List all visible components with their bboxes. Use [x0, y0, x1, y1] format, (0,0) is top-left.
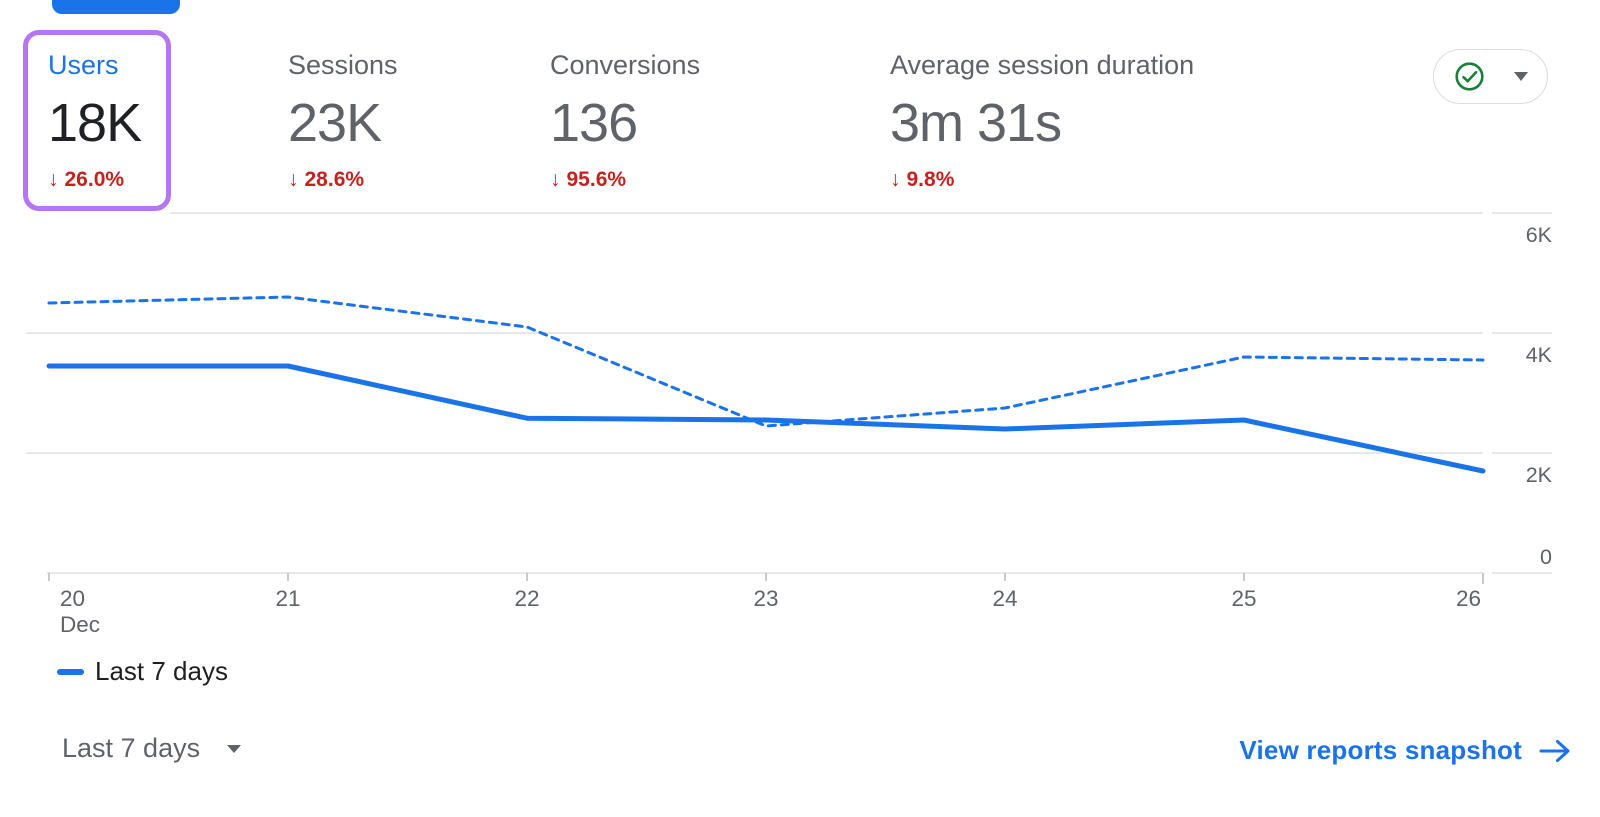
users-metric-highlight-annotation — [23, 30, 171, 211]
metric-label: Sessions — [288, 50, 398, 80]
svg-text:22: 22 — [514, 586, 539, 611]
chart-legend: Last 7 days — [57, 656, 228, 687]
svg-text:21: 21 — [275, 586, 300, 611]
arrow-right-icon — [1539, 739, 1570, 762]
svg-text:4K: 4K — [1526, 343, 1553, 367]
svg-text:Dec: Dec — [60, 612, 100, 637]
svg-text:25: 25 — [1231, 586, 1256, 611]
view-reports-snapshot-link[interactable]: View reports snapshot — [1239, 735, 1572, 766]
check-circle-icon — [1455, 62, 1484, 91]
svg-text:26: 26 — [1456, 586, 1481, 611]
caret-down-icon — [227, 744, 242, 753]
metric-delta: ↓ 95.6% — [550, 168, 626, 192]
down-arrow-icon: ↓ — [288, 168, 299, 191]
metric-delta: ↓ 9.8% — [890, 168, 954, 192]
date-range-selector[interactable]: Last 7 days — [62, 733, 242, 764]
down-arrow-icon: ↓ — [48, 168, 59, 191]
metric-delta-value: 9.8% — [906, 168, 955, 191]
svg-text:6K: 6K — [1526, 223, 1553, 247]
metric-delta-value: 95.6% — [566, 168, 627, 191]
legend-item-label: Last 7 days — [95, 656, 228, 686]
svg-text:23: 23 — [753, 586, 778, 611]
metric-value: 3m 31s — [890, 93, 1062, 153]
caret-down-icon — [1514, 72, 1528, 81]
metric-label: Users — [48, 50, 119, 80]
metric-delta-value: 28.6% — [304, 168, 365, 191]
line-chart[interactable]: 0 2K 4K 6K 20 21 22 23 24 25 26 Dec — [0, 200, 1600, 650]
metric-delta-value: 26.0% — [64, 168, 125, 191]
cropped-blue-button[interactable] — [52, 0, 180, 14]
metric-value: 18K — [48, 93, 142, 153]
svg-text:0: 0 — [1540, 545, 1552, 569]
data-quality-button[interactable] — [1433, 49, 1548, 104]
metric-value: 136 — [550, 93, 638, 153]
metric-delta: ↓ 28.6% — [288, 168, 364, 192]
down-arrow-icon: ↓ — [550, 168, 561, 191]
down-arrow-icon: ↓ — [890, 168, 901, 191]
svg-text:24: 24 — [992, 586, 1017, 611]
metric-delta: ↓ 26.0% — [48, 168, 124, 192]
svg-text:20: 20 — [60, 586, 85, 611]
date-range-label: Last 7 days — [62, 733, 201, 763]
metric-label: Conversions — [550, 50, 701, 80]
metric-label: Average session duration — [890, 50, 1195, 80]
metric-value: 23K — [288, 93, 382, 153]
legend-line-swatch — [57, 668, 84, 675]
link-label: View reports snapshot — [1239, 735, 1522, 765]
svg-text:2K: 2K — [1526, 463, 1553, 487]
